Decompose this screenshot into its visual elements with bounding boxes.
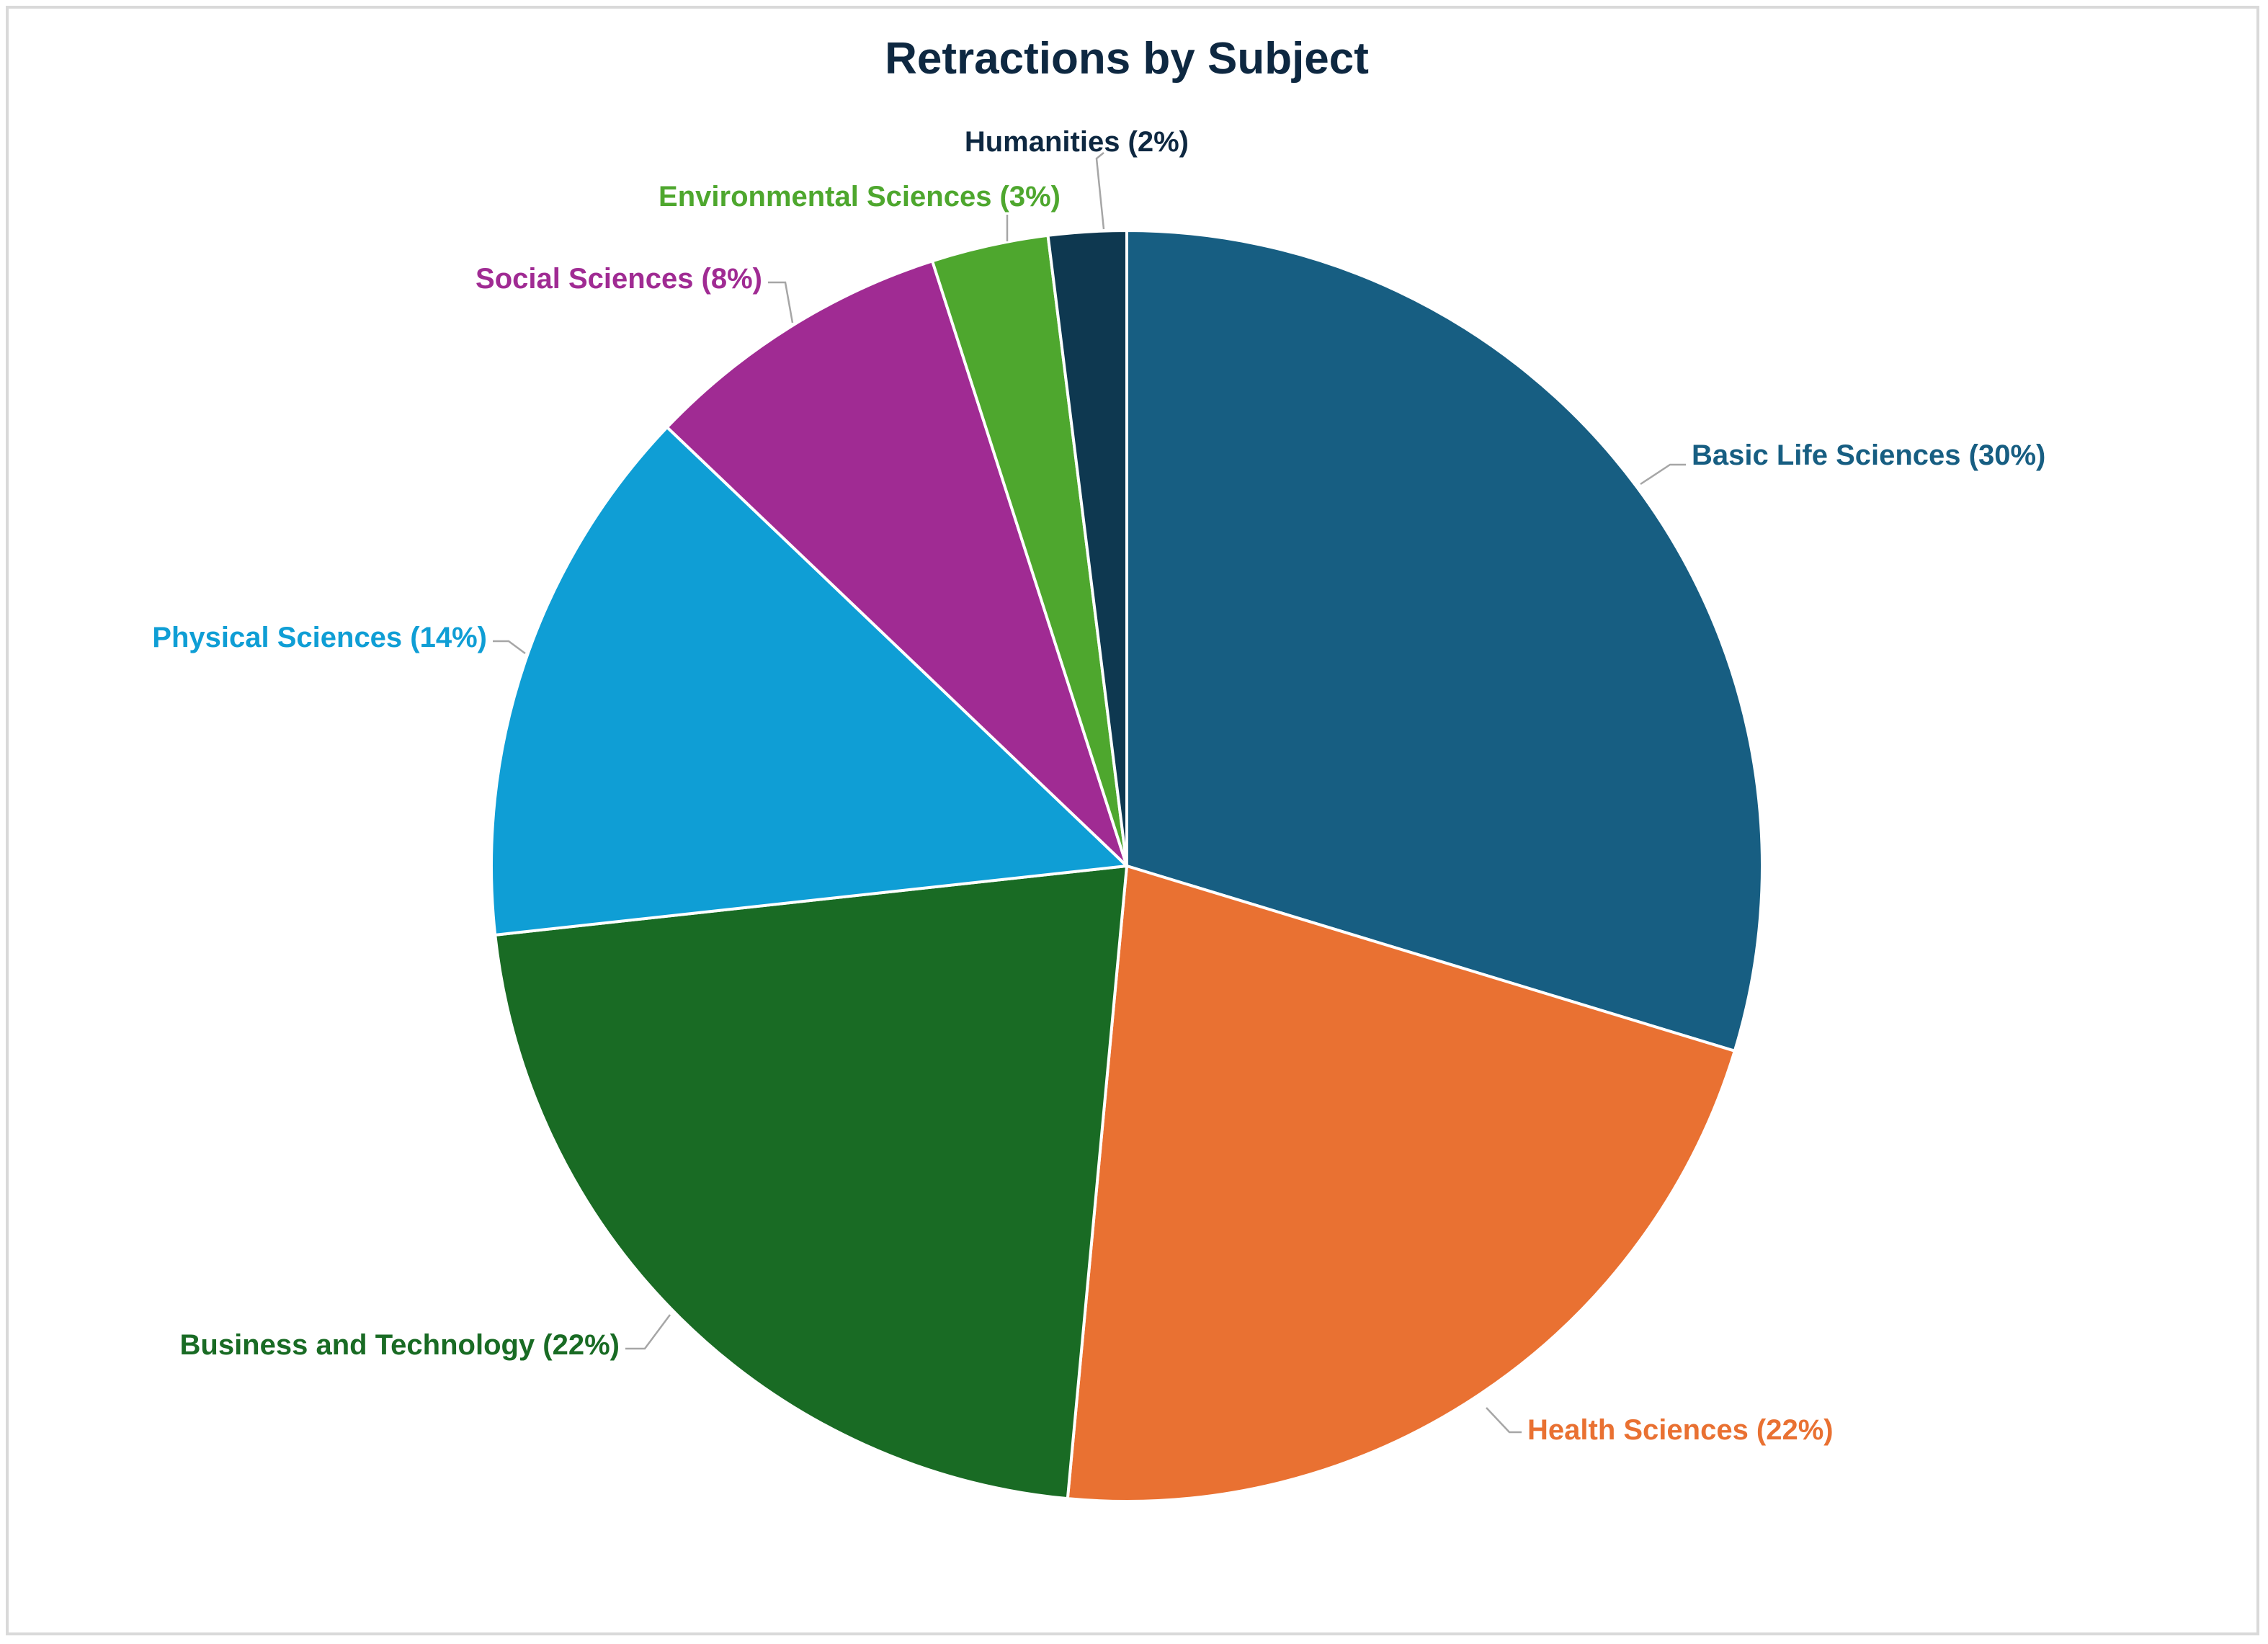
leader-line (1095, 152, 1105, 230)
slice-label-environmental-sciences: Environmental Sciences (3%) (658, 181, 1061, 213)
leader-line (625, 1314, 671, 1350)
slice-labels: Basic Life Sciences (30%) Health Sciences… (152, 126, 2045, 1446)
slice-label-social-sciences: Social Sciences (8%) (476, 263, 762, 295)
slice-label-humanities: Humanities (2%) (965, 126, 1189, 158)
pie-slices (489, 229, 1764, 1503)
pie-slice-health-sciences (1066, 865, 1736, 1503)
slice-label-basic-life-sciences: Basic Life Sciences (30%) (1692, 439, 2045, 471)
chart-title: Retractions by Subject (885, 34, 1369, 84)
leader-line (493, 640, 526, 655)
pie-slice-physical-sciences (489, 426, 1128, 937)
slice-label-physical-sciences: Physical Sciences (14%) (152, 622, 487, 653)
pie-slice-humanities (1046, 229, 1128, 867)
label-leader-lines (493, 152, 1686, 1434)
pie-slice-basic-life-sciences (1125, 229, 1764, 1053)
leader-line (768, 281, 794, 323)
leader-line (1486, 1407, 1522, 1434)
slice-label-health-sciences: Health Sciences (22%) (1527, 1414, 1834, 1446)
pie-slice-social-sciences (665, 259, 1128, 867)
pie-slice-business-and-technology (494, 865, 1128, 1501)
leader-line (1640, 463, 1686, 486)
slice-label-business-and-technology: Business and Technology (22%) (180, 1329, 620, 1361)
